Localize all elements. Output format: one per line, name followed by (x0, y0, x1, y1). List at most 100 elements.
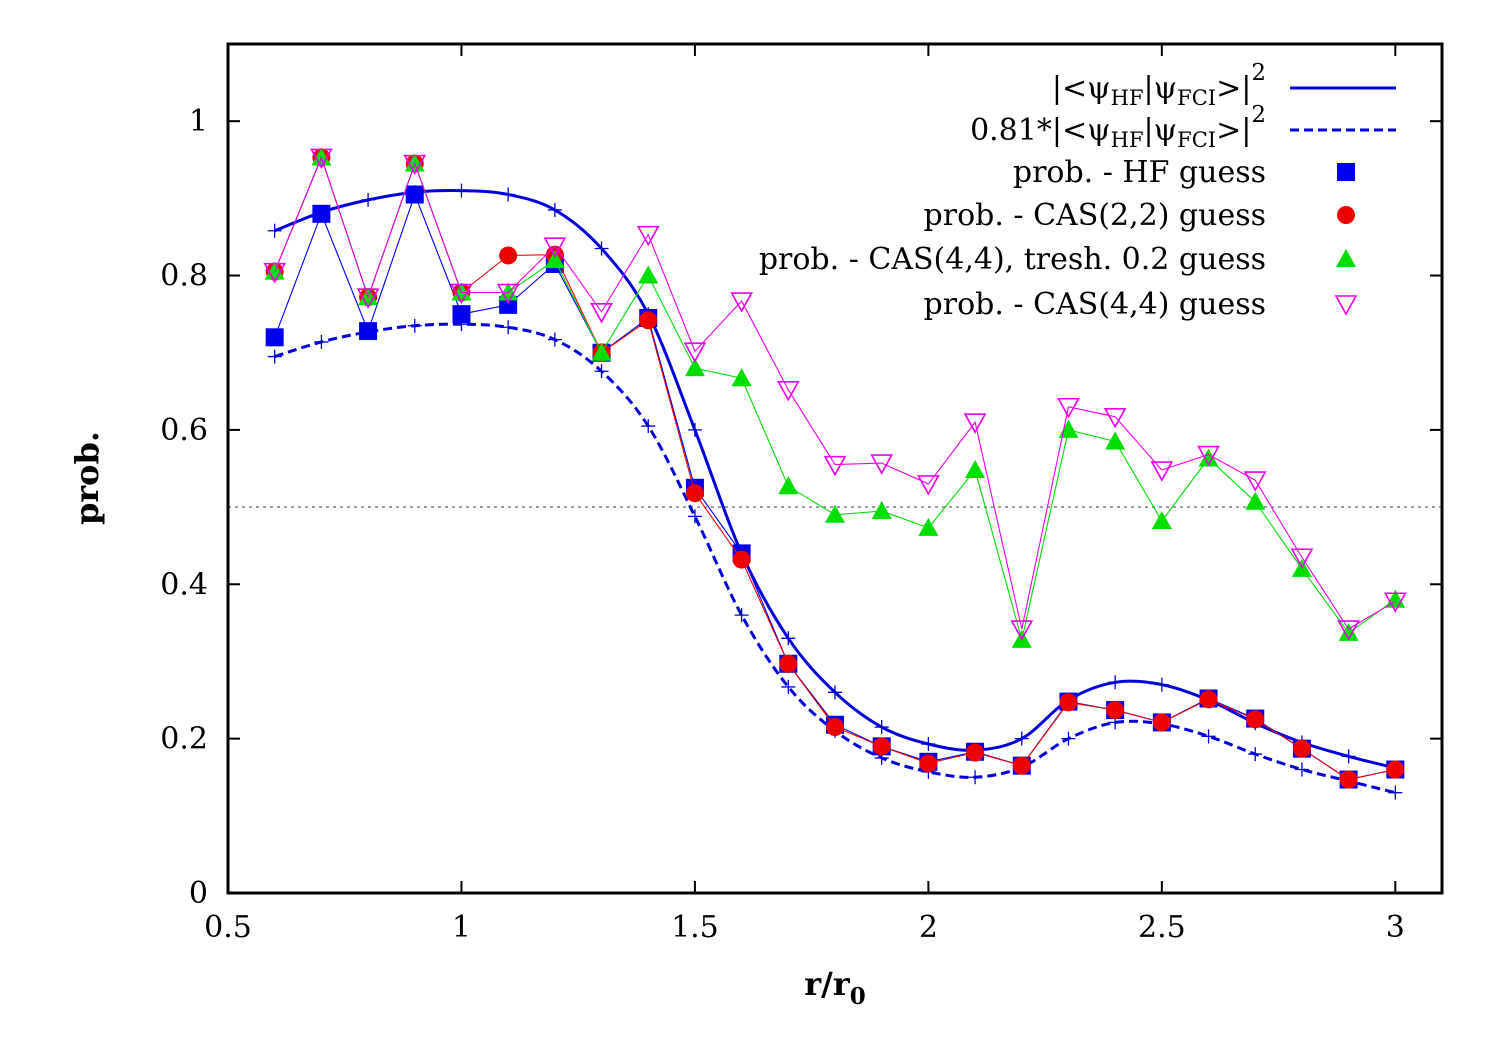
series-5-point-16 (965, 460, 986, 479)
series-2-point-12 (781, 679, 796, 694)
series-layer (263, 147, 1407, 789)
series-2-point-10 (687, 509, 702, 524)
series-1-point-17 (1014, 731, 1029, 746)
y-tick-label: 0.2 (160, 722, 208, 757)
series-3-point-3 (359, 322, 378, 341)
series-4-point-15 (919, 754, 938, 773)
series-2-point-18 (1061, 731, 1076, 746)
series-4-point-16 (966, 743, 985, 762)
legend-label-1: |<ψHF|ψFCI>|2 (1052, 60, 1266, 110)
series-4-point-14 (872, 737, 891, 756)
series-3-point-5 (452, 305, 471, 324)
series-4-point-17 (1012, 756, 1031, 775)
series-2-point-22 (1248, 747, 1263, 762)
series-4-point-24 (1339, 770, 1358, 789)
series-5-point-14 (871, 500, 892, 519)
y-tick-label: 0.4 (160, 567, 208, 602)
series-2-point-4 (407, 318, 422, 333)
series-1-point-14 (874, 720, 889, 735)
series-4-point-25 (1386, 760, 1405, 779)
series-2-point-7 (547, 332, 562, 347)
y-axis-title: prob. (68, 431, 106, 525)
series-2-point-23 (1294, 762, 1309, 777)
series-4-point-13 (826, 718, 844, 737)
series-4-point-20 (1152, 713, 1171, 732)
series-5-point-20 (1151, 510, 1172, 529)
series-4-point-21 (1199, 690, 1218, 709)
series-1-point-6 (501, 187, 516, 202)
legend-label-5: prob. - CAS(4,4), tresh. 0.2 guess (759, 242, 1266, 277)
series-1-point-8 (594, 241, 609, 256)
series-6-point-19 (1103, 407, 1127, 429)
series-6-point-4 (403, 154, 427, 176)
series-6-line (274, 155, 1396, 630)
legend-label-3: prob. - HF guess (1013, 155, 1266, 190)
series-2-point-8 (594, 364, 609, 379)
series-2-point-21 (1201, 729, 1216, 744)
series-1-point-5 (454, 183, 469, 198)
series-1-point-3 (361, 192, 376, 207)
series-2-curve (274, 322, 1396, 795)
series-2-point-11 (734, 608, 749, 623)
series-3-point-4 (405, 185, 424, 204)
legend-swatch-3 (1337, 163, 1355, 181)
series-6-point-24 (1337, 620, 1360, 641)
series-6-point-7 (543, 237, 567, 258)
series-1-point-13 (828, 685, 842, 700)
series-1-point-7 (547, 202, 562, 217)
series-1-point-1 (267, 223, 282, 238)
series-6-point-23 (1290, 548, 1314, 569)
series-6-point-11 (730, 292, 753, 313)
series-5-point-12 (778, 476, 799, 495)
y-tick-label: 0 (189, 876, 208, 911)
series-4-point-12 (779, 654, 798, 673)
x-tick-label: 0.5 (204, 910, 252, 945)
series-1-point-24 (1341, 749, 1356, 764)
series-1-point-12 (781, 631, 796, 646)
series-3-point-1 (265, 328, 284, 347)
series-6-point-13 (823, 455, 847, 477)
series-4-point-22 (1246, 710, 1265, 729)
series-2-point-16 (968, 770, 983, 785)
series-6-point-8 (590, 303, 613, 324)
legend-swatch-4 (1337, 206, 1355, 224)
series-2-point-2 (314, 334, 329, 349)
axis-layer: 0.5 1 1.5 2 2.5 3 0 0.2 0.4 0.6 0.8 1 (160, 42, 1444, 945)
series-4-point-11 (732, 550, 751, 569)
series-6-point-16 (963, 413, 987, 434)
series-6-point-1 (263, 262, 287, 284)
series-5-point-7 (544, 250, 565, 269)
plot-frame (226, 42, 1444, 895)
series-5-point-6 (498, 282, 519, 301)
series-2-point-1 (267, 349, 282, 364)
series-6-point-6 (496, 283, 520, 305)
series-1-point-20 (1154, 677, 1169, 692)
series-3-point-2 (312, 204, 331, 223)
series-1-point-15 (921, 737, 936, 752)
series-5-point-11 (731, 368, 752, 387)
series-6-point-25 (1383, 592, 1407, 613)
x-tick-label: 3 (1386, 910, 1405, 945)
y-tick-label: 1 (189, 104, 208, 139)
y-tick-label: 0.8 (160, 259, 208, 294)
series-4-point-10 (685, 484, 704, 503)
x-tick-label: 1 (452, 910, 471, 945)
series-5-point-22 (1245, 491, 1266, 510)
series-6-point-15 (917, 475, 940, 496)
series-4-point-23 (1292, 739, 1311, 758)
series-1-point-19 (1108, 675, 1123, 690)
series-4-point-18 (1059, 693, 1078, 712)
x-axis-title: r/r0 (804, 965, 865, 1010)
series-5-point-9 (638, 265, 659, 284)
series-5-point-15 (918, 517, 939, 536)
series-5-point-24 (1338, 622, 1359, 641)
series-2-point-25 (1388, 785, 1403, 800)
series-5-point-18 (1058, 419, 1079, 438)
series-6-point-18 (1057, 397, 1080, 419)
legend-label-4: prob. - CAS(2,2) guess (924, 198, 1266, 233)
y-tick-label: 0.6 (160, 413, 208, 448)
series-6-point-14 (870, 454, 894, 475)
series-5-point-10 (684, 358, 705, 377)
